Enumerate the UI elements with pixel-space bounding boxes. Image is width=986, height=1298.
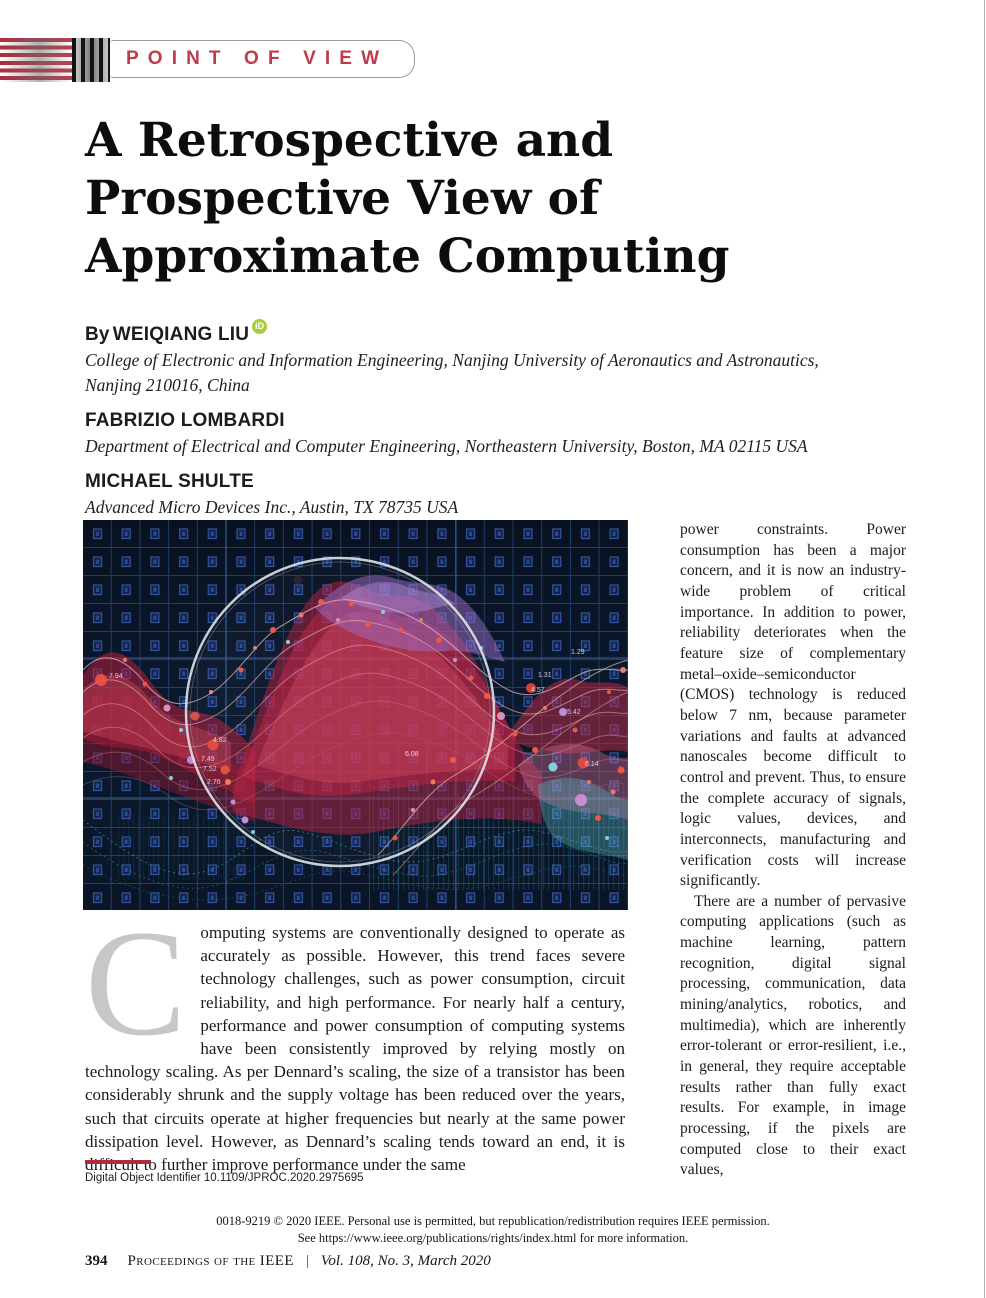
author-2-name: FABRIZIO LOMBARDI xyxy=(85,410,285,431)
figure-visualization-svg: 7.94 4.82 7.49 7.52 2.76 6.08 1.31 4.57 … xyxy=(83,520,628,910)
section-banner: POINT OF VIEW xyxy=(110,40,416,78)
author-name-1: By WEIQIANG LIU iD xyxy=(85,319,915,346)
author-1-name: WEIQIANG LIU xyxy=(112,324,250,345)
dropcap-letter: C xyxy=(85,899,187,1067)
intro-paragraph: omputing systems are conventionally desi… xyxy=(85,923,625,1175)
author-block: By WEIQIANG LIU iD College of Electronic… xyxy=(85,319,915,520)
figure-label: 5.42 xyxy=(567,709,581,716)
figure-label: 7.94 xyxy=(109,673,123,680)
title-line-2: Prospective View of xyxy=(85,171,600,226)
title-line-3: Approximate Computing xyxy=(85,229,730,284)
ieee-barcode-logo xyxy=(72,38,110,82)
copyright-line-1: 0018-9219 © 2020 IEEE. Personal use is p… xyxy=(216,1214,770,1228)
journal-name: Proceedings of the IEEE xyxy=(127,1253,294,1269)
author-name-2: FABRIZIO LOMBARDI xyxy=(85,410,915,432)
author-3-affiliation: Advanced Micro Devices Inc., Austin, TX … xyxy=(85,497,459,517)
figure-label: 7.52 xyxy=(203,766,217,773)
copyright-notice: 0018-9219 © 2020 IEEE. Personal use is p… xyxy=(0,1213,986,1246)
issue-info: Vol. 108, No. 3, March 2020 xyxy=(320,1253,491,1269)
figure-label: 4.82 xyxy=(213,737,227,744)
body-text-right-column: power constraints. Power consumption has… xyxy=(680,520,906,1181)
figure-label: 6.08 xyxy=(405,751,419,758)
copyright-line-2: See https://www.ieee.org/publications/ri… xyxy=(297,1230,689,1245)
figure-label: 6.14 xyxy=(585,761,599,768)
title-line-1: A Retrospective and xyxy=(85,113,614,168)
ieee-stripes-logo xyxy=(0,38,72,82)
figure-label: 1.29 xyxy=(571,649,585,656)
figure-label: 4.57 xyxy=(531,687,545,694)
page-number: 394 xyxy=(85,1253,108,1269)
doi-block: Digital Object Identifier 10.1109/JPROC.… xyxy=(85,1160,505,1184)
article-title: A Retrospective and Prospective View of … xyxy=(85,112,805,286)
author-by-prefix: By xyxy=(85,324,110,345)
figure-label: 1.31 xyxy=(538,672,552,679)
orcid-icon[interactable]: iD xyxy=(252,319,268,334)
figure-visualization: 7.94 4.82 7.49 7.52 2.76 6.08 1.31 4.57 … xyxy=(83,520,628,910)
page-footer: 394 Proceedings of the IEEE | Vol. 108, … xyxy=(85,1253,945,1270)
author-2-affiliation: Department of Electrical and Computer En… xyxy=(85,436,808,456)
doi-text: Digital Object Identifier 10.1109/JPROC.… xyxy=(85,1172,364,1184)
author-3-name: MICHAEL SHULTE xyxy=(85,471,254,492)
masthead: POINT OF VIEW xyxy=(0,38,416,82)
author-1-affiliation: College of Electronic and Information En… xyxy=(85,350,819,395)
page-edge-line xyxy=(984,0,985,1298)
right-column-paragraph-1: power constraints. Power consumption has… xyxy=(680,521,906,890)
doi-rule xyxy=(85,1160,151,1164)
figure-label: 2.76 xyxy=(207,779,221,786)
section-banner-label: POINT OF VIEW xyxy=(126,48,389,69)
right-column-paragraph-2: There are a number of pervasive computin… xyxy=(680,892,906,1179)
figure-label: 7.49 xyxy=(201,756,215,763)
footer-separator: | xyxy=(305,1253,309,1269)
lens-circle xyxy=(184,556,496,868)
author-name-3: MICHAEL SHULTE xyxy=(85,471,915,493)
